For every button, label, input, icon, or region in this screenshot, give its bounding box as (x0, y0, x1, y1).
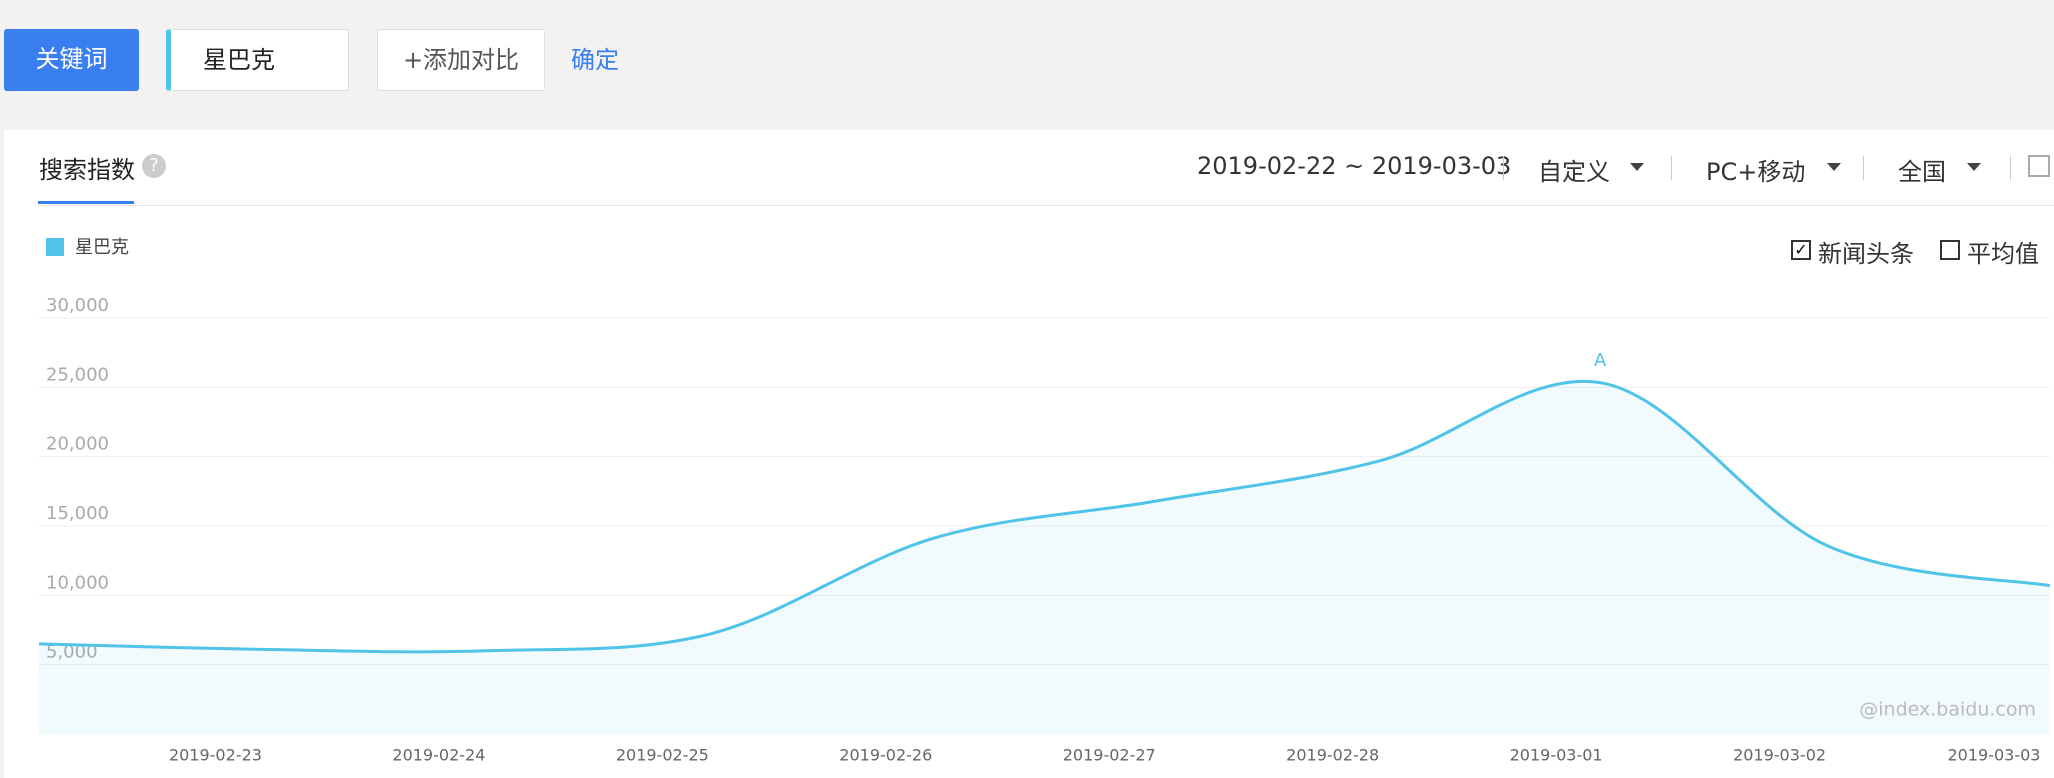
y-tick-label: 10,000 (46, 572, 109, 593)
add-compare-button[interactable]: +添加对比 (377, 29, 545, 91)
keyword-button[interactable]: 关键词 (4, 29, 139, 91)
checkbox[interactable] (1940, 240, 1960, 260)
y-tick-label: 30,000 (46, 295, 109, 316)
x-tick-label: 2019-02-23 (169, 746, 262, 765)
dropdown-arrow (1827, 163, 1841, 171)
x-tick-label: 2019-02-27 (1063, 746, 1156, 765)
checkbox[interactable]: ✓ (1791, 240, 1811, 260)
x-tick-label: 2019-03-02 (1733, 746, 1826, 765)
export-icon[interactable] (2028, 155, 2050, 177)
x-tick-label: 2019-02-26 (839, 746, 932, 765)
y-tick-label: 5,000 (46, 642, 98, 663)
tab[interactable]: 搜索指数 (39, 156, 135, 184)
x-tick-label: 2019-03-01 (1510, 746, 1603, 765)
x-tick-label: 2019-02-25 (616, 746, 709, 765)
keyword-input[interactable]: 星巴克 (166, 29, 349, 91)
filter-dropdown[interactable]: PC+移动 (1706, 158, 1806, 186)
date-range[interactable]: 2019-02-22 ~ 2019-03-03 (1197, 152, 1512, 180)
checkbox-label[interactable]: 新闻头条 (1818, 240, 1914, 268)
filter-dropdown[interactable]: 自定义 (1538, 158, 1610, 186)
x-tick-label: 2019-03-03 (1948, 746, 2041, 765)
divider (38, 205, 2054, 206)
filter-dropdown[interactable]: 全国 (1898, 158, 1946, 186)
separator (1671, 156, 1672, 180)
legend-swatch (46, 238, 64, 256)
y-tick-label: 20,000 (46, 434, 109, 455)
dropdown-arrow (1630, 163, 1644, 171)
area (39, 381, 2050, 734)
y-tick-label: 15,000 (46, 503, 109, 524)
x-tick-label: 2019-02-24 (392, 746, 485, 765)
watermark: @index.baidu.com (1859, 699, 2036, 721)
separator (1863, 156, 1864, 180)
separator (2010, 156, 2011, 180)
checkbox-label[interactable]: 平均值 (1967, 240, 2039, 268)
dropdown-arrow (1967, 163, 1981, 171)
tab-underline (38, 201, 134, 204)
help-icon[interactable]: ? (142, 154, 166, 178)
confirm-link[interactable]: 确定 (571, 46, 619, 74)
y-tick-label: 25,000 (46, 364, 109, 385)
x-tick-label: 2019-02-28 (1286, 746, 1379, 765)
annotation: A (1594, 350, 1607, 371)
line (38, 380, 2051, 654)
legend-label: 星巴克 (75, 237, 129, 258)
separator (1503, 156, 1504, 180)
